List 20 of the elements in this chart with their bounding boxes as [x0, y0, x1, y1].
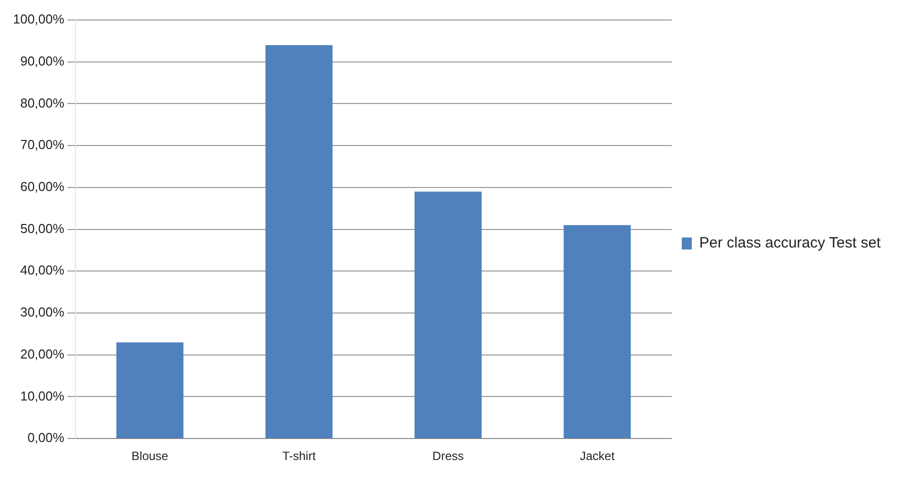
y-tick-label: 80,00%: [20, 95, 65, 110]
bar: [414, 192, 482, 438]
x-tick-label: Dress: [432, 449, 464, 464]
x-tick-label: Jacket: [580, 449, 616, 464]
legend-label: Per class accuracy Test set: [699, 234, 882, 252]
y-tick-label: 10,00%: [20, 388, 65, 404]
y-tick-label: 40,00%: [20, 262, 65, 278]
x-tick-label: T-shirt: [282, 449, 316, 464]
y-tick-label: 100,00%: [12, 12, 65, 27]
y-tick-label: 30,00%: [20, 304, 65, 320]
y-tick-label: 50,00%: [20, 220, 65, 236]
y-tick-label: 90,00%: [20, 53, 65, 68]
bar: [265, 45, 333, 438]
x-tick-label: Blouse: [132, 449, 169, 464]
bar: [564, 225, 631, 438]
y-tick-label: 20,00%: [20, 346, 65, 362]
bar: [116, 342, 184, 438]
y-tick-label: 70,00%: [20, 137, 65, 152]
y-tick-label: 60,00%: [20, 179, 65, 194]
y-tick-label: 0,00%: [27, 430, 65, 446]
